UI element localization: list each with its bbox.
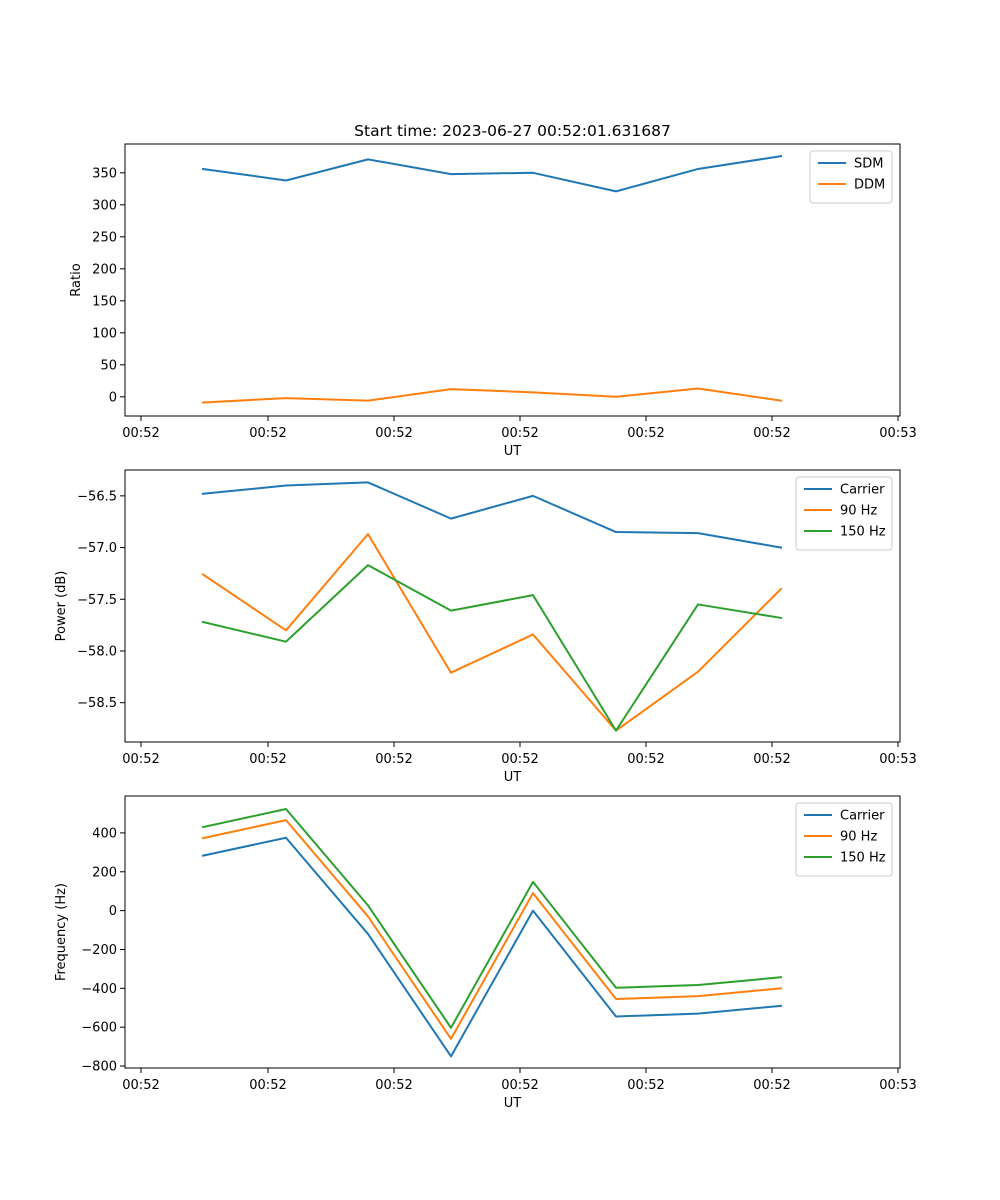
series-line-150-hz bbox=[201, 564, 783, 732]
legend-label: Carrier bbox=[840, 483, 885, 498]
legend-label: SDM bbox=[854, 157, 883, 172]
y-tick-label: 50 bbox=[100, 358, 117, 373]
y-axis-label: Ratio bbox=[69, 263, 84, 296]
y-tick-label: 300 bbox=[92, 198, 117, 213]
series-line-90-hz bbox=[201, 819, 783, 1040]
y-tick-label: −400 bbox=[81, 982, 117, 997]
y-tick-label: −800 bbox=[81, 1060, 117, 1075]
y-tick-label: −58.0 bbox=[77, 644, 117, 659]
legend-label: 150 Hz bbox=[840, 525, 886, 540]
x-tick-label: 00:53 bbox=[879, 426, 916, 441]
series-line-90-hz bbox=[201, 533, 783, 732]
axes-frame bbox=[124, 469, 901, 743]
legend-label: 150 Hz bbox=[840, 851, 886, 866]
series-line-150-hz bbox=[201, 808, 783, 1029]
y-tick-label: 250 bbox=[92, 230, 117, 245]
y-axis-label: Power (dB) bbox=[54, 571, 69, 642]
x-axis-label: UT bbox=[504, 770, 522, 785]
chart-panel-3: 400 200 0 −200 −400 −600 −800 00:52 00:52 00:52 00… bbox=[54, 795, 917, 1111]
axes-frame bbox=[124, 795, 901, 1069]
x-tick-label: 00:52 bbox=[501, 1078, 538, 1093]
x-axis-label: UT bbox=[504, 444, 522, 459]
y-tick-label: −57.0 bbox=[77, 541, 117, 556]
legend-label: 90 Hz bbox=[840, 504, 877, 519]
chart-panel-2: −56.5 −57.0 −57.5 −58.0 −58.5 00:52 00:52 00:52… bbox=[54, 469, 917, 785]
y-tick-label: 150 bbox=[92, 294, 117, 309]
x-tick-label: 00:52 bbox=[122, 752, 159, 767]
y-tick-label: −56.5 bbox=[77, 489, 117, 504]
x-tick-label: 00:52 bbox=[375, 752, 412, 767]
y-tick-label: −600 bbox=[81, 1021, 117, 1036]
axes-frame bbox=[124, 143, 901, 417]
legend: Carrier 90 Hz 150 Hz bbox=[795, 802, 893, 877]
legend: SDM DDM bbox=[809, 150, 893, 204]
y-tick-label: 400 bbox=[92, 826, 117, 841]
x-tick-label: 00:52 bbox=[501, 426, 538, 441]
chart-panel-1: 0 50 100 150 200 250 300 350 00:52 00:52 00:52 00:5… bbox=[69, 122, 917, 459]
x-tick-label: 00:52 bbox=[753, 426, 790, 441]
y-tick-label: 200 bbox=[92, 865, 117, 880]
series-line-carrier bbox=[201, 481, 783, 549]
x-tick-label: 00:52 bbox=[627, 752, 664, 767]
x-tick-label: 00:52 bbox=[753, 1078, 790, 1093]
y-tick-label: 200 bbox=[92, 262, 117, 277]
x-tick-label: 00:53 bbox=[879, 752, 916, 767]
legend-label: 90 Hz bbox=[840, 830, 877, 845]
x-tick-label: 00:52 bbox=[122, 426, 159, 441]
x-tick-label: 00:52 bbox=[249, 426, 286, 441]
x-tick-label: 00:52 bbox=[249, 752, 286, 767]
x-tick-label: 00:52 bbox=[753, 752, 790, 767]
chart-title: Start time: 2023-06-27 00:52:01.631687 bbox=[354, 122, 671, 140]
x-tick-label: 00:52 bbox=[627, 1078, 664, 1093]
y-tick-label: 0 bbox=[109, 390, 117, 405]
x-tick-label: 00:52 bbox=[122, 1078, 159, 1093]
legend-label: Carrier bbox=[840, 809, 885, 824]
x-axis-label: UT bbox=[504, 1096, 522, 1111]
y-tick-label: 0 bbox=[109, 904, 117, 919]
y-tick-label: 100 bbox=[92, 326, 117, 341]
legend: Carrier 90 Hz 150 Hz bbox=[795, 476, 893, 551]
x-tick-label: 00:52 bbox=[627, 426, 664, 441]
x-tick-label: 00:52 bbox=[375, 1078, 412, 1093]
x-tick-label: 00:52 bbox=[375, 426, 412, 441]
series-line-carrier bbox=[201, 836, 783, 1058]
y-tick-label: −58.5 bbox=[77, 696, 117, 711]
x-tick-label: 00:52 bbox=[501, 752, 538, 767]
y-tick-label: 350 bbox=[92, 166, 117, 181]
y-tick-label: −200 bbox=[81, 943, 117, 958]
x-tick-label: 00:53 bbox=[879, 1078, 916, 1093]
y-tick-label: −57.5 bbox=[77, 593, 117, 608]
x-tick-label: 00:52 bbox=[249, 1078, 286, 1093]
legend-label: DDM bbox=[854, 178, 885, 193]
series-line-ddm bbox=[201, 387, 783, 404]
series-line-sdm bbox=[201, 155, 783, 193]
y-axis-label: Frequency (Hz) bbox=[54, 883, 69, 981]
